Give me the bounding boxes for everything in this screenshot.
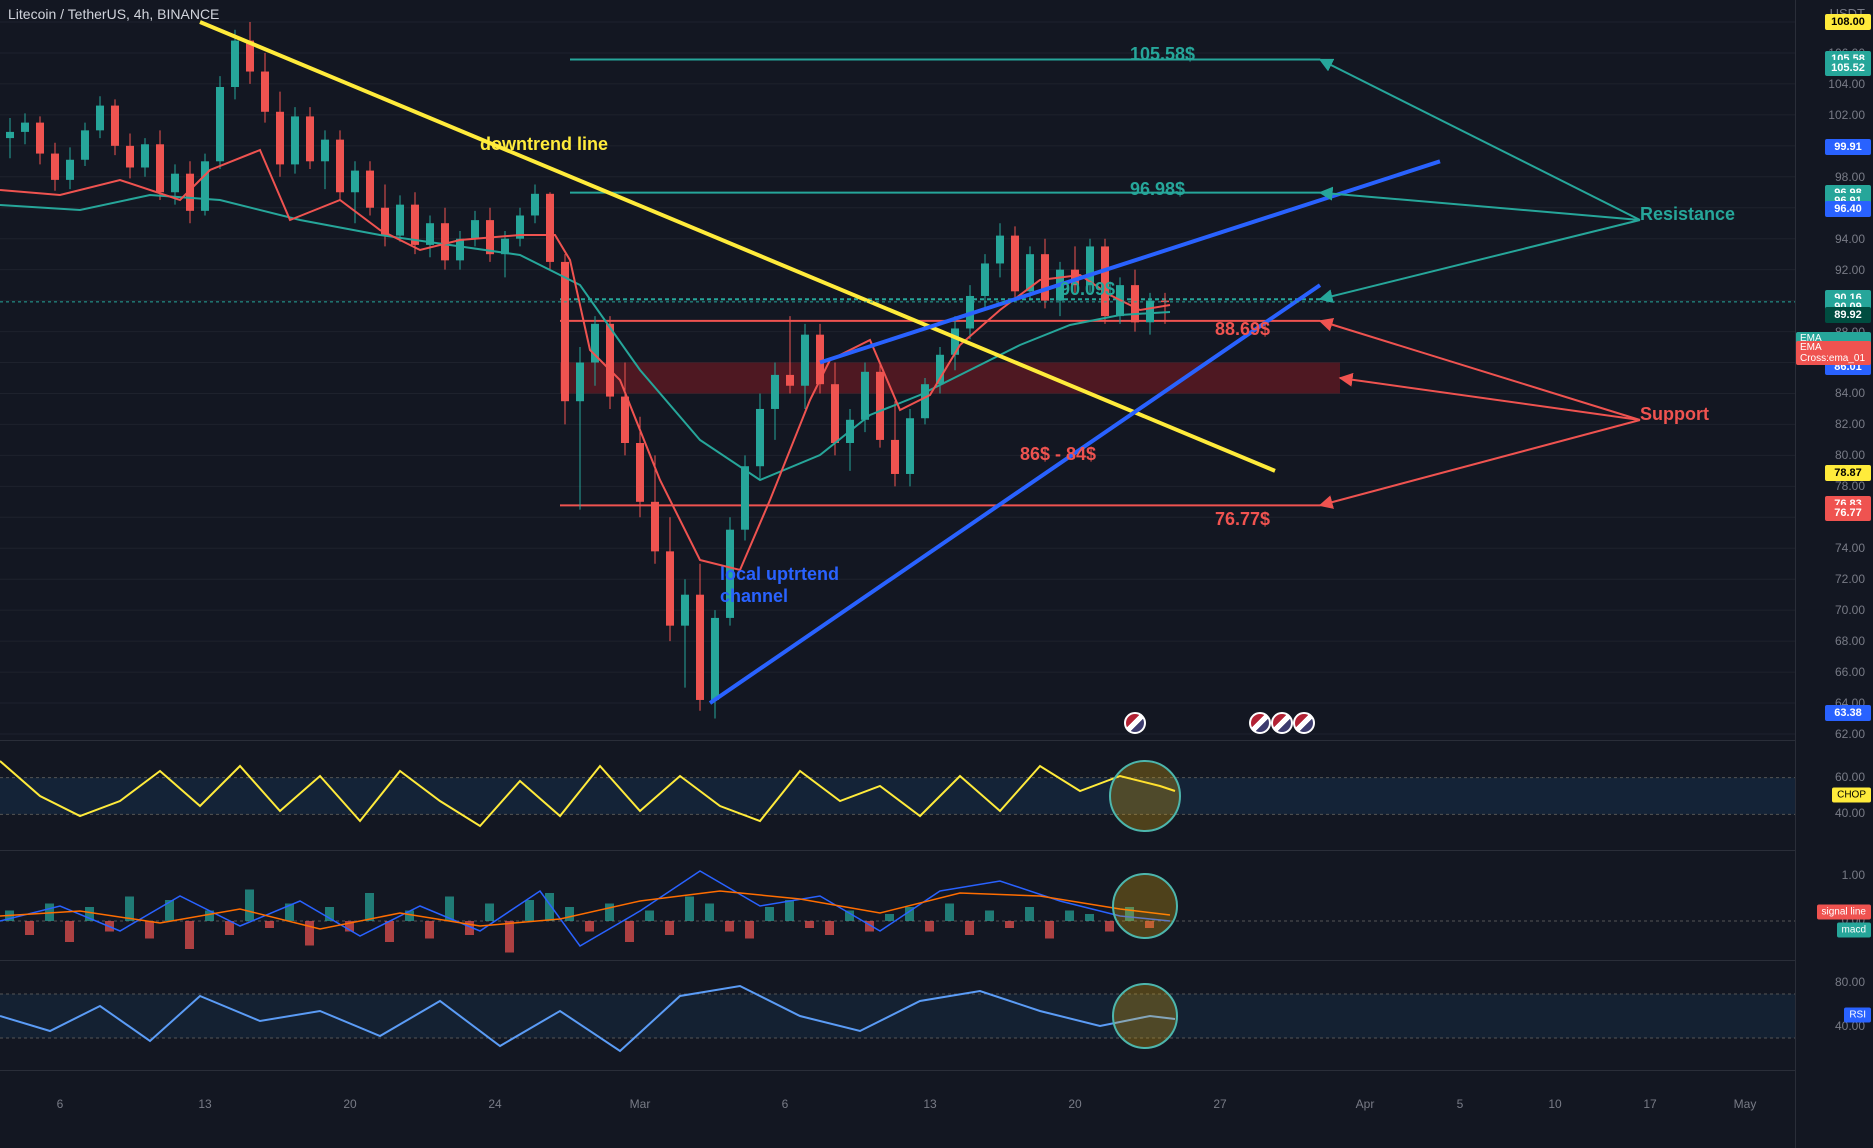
time-tick: 17 — [1643, 1097, 1656, 1111]
economic-event-icon[interactable] — [1271, 712, 1293, 734]
svg-text:Support: Support — [1640, 404, 1709, 424]
price-tag: 76.77 — [1825, 505, 1871, 521]
price-tick: 72.00 — [1835, 572, 1865, 586]
svg-text:downtrend line: downtrend line — [480, 134, 608, 154]
main-chart-svg: downtrend line local uptrtendchannel Resis… — [0, 0, 1795, 740]
price-tick: 84.00 — [1835, 386, 1865, 400]
time-tick: 27 — [1213, 1097, 1226, 1111]
macd-pane[interactable] — [0, 850, 1795, 960]
price-tick: 94.00 — [1835, 232, 1865, 246]
svg-text:86$ - 84$: 86$ - 84$ — [1020, 444, 1096, 464]
price-axis[interactable]: USDT 62.0064.0066.0068.0070.0072.0074.00… — [1795, 0, 1873, 1148]
economic-event-icon[interactable] — [1124, 712, 1146, 734]
rsi-pane[interactable] — [0, 960, 1795, 1070]
indicator-tick: 40.00 — [1835, 806, 1865, 820]
indicator-tick: 60.00 — [1835, 770, 1865, 784]
svg-text:90.09$: 90.09$ — [1060, 279, 1115, 299]
time-tick: May — [1734, 1097, 1757, 1111]
price-tick: 104.00 — [1828, 77, 1865, 91]
chart-area[interactable]: Litecoin / TetherUS, 4h, BINANCE downtre… — [0, 0, 1795, 1148]
svg-text:local uptrtend: local uptrtend — [720, 564, 839, 584]
svg-text:105.58$: 105.58$ — [1130, 44, 1195, 64]
chop-pane[interactable] — [0, 740, 1795, 850]
price-tick: 98.00 — [1835, 170, 1865, 184]
price-tag: 108.00 — [1825, 14, 1871, 30]
svg-text:88.69$: 88.69$ — [1215, 319, 1270, 339]
time-tick: 5 — [1457, 1097, 1464, 1111]
svg-text:Resistance: Resistance — [1640, 204, 1735, 224]
svg-text:96.98$: 96.98$ — [1130, 179, 1185, 199]
svg-text:76.77$: 76.77$ — [1215, 509, 1270, 529]
time-tick: Apr — [1356, 1097, 1375, 1111]
indicator-label: macd — [1837, 923, 1871, 938]
price-tick: 66.00 — [1835, 665, 1865, 679]
indicator-label: RSI — [1844, 1008, 1871, 1023]
price-tag: 78.87 — [1825, 465, 1871, 481]
time-tick: Mar — [630, 1097, 651, 1111]
price-tag: 105.52 — [1825, 60, 1871, 76]
price-tag: 89.92 — [1825, 307, 1871, 323]
price-tick: 74.00 — [1835, 541, 1865, 555]
price-tag: 96.40 — [1825, 201, 1871, 217]
indicator-tick: 1.00 — [1842, 868, 1865, 882]
ema-badge: EMA Cross:ema_01 — [1796, 341, 1871, 365]
time-tick: 13 — [923, 1097, 936, 1111]
price-tick: 82.00 — [1835, 417, 1865, 431]
time-tick: 6 — [57, 1097, 64, 1111]
price-tick: 70.00 — [1835, 603, 1865, 617]
price-tick: 68.00 — [1835, 634, 1865, 648]
economic-event-icon[interactable] — [1249, 712, 1271, 734]
indicator-label: CHOP — [1832, 788, 1871, 803]
time-tick: 6 — [782, 1097, 789, 1111]
time-tick: 20 — [1068, 1097, 1081, 1111]
time-tick: 20 — [343, 1097, 356, 1111]
economic-event-icon[interactable] — [1293, 712, 1315, 734]
rsi-svg — [0, 961, 1795, 1071]
price-tick: 78.00 — [1835, 479, 1865, 493]
price-tick: 102.00 — [1828, 108, 1865, 122]
price-tick: 92.00 — [1835, 263, 1865, 277]
price-tick: 62.00 — [1835, 727, 1865, 741]
time-tick: 10 — [1548, 1097, 1561, 1111]
indicator-label: signal line — [1817, 905, 1871, 920]
price-tag: 99.91 — [1825, 139, 1871, 155]
svg-text:channel: channel — [720, 586, 788, 606]
time-tick: 13 — [198, 1097, 211, 1111]
chop-svg — [0, 741, 1795, 851]
macd-svg — [0, 851, 1795, 961]
price-tick: 80.00 — [1835, 448, 1865, 462]
time-tick: 24 — [488, 1097, 501, 1111]
price-tag: 63.38 — [1825, 705, 1871, 721]
indicator-tick: 80.00 — [1835, 975, 1865, 989]
time-axis: 6 13 20 24 Mar 6 13 20 27 Apr 5 10 17 May — [0, 1070, 1795, 1148]
main-price-pane[interactable]: Litecoin / TetherUS, 4h, BINANCE downtre… — [0, 0, 1795, 740]
